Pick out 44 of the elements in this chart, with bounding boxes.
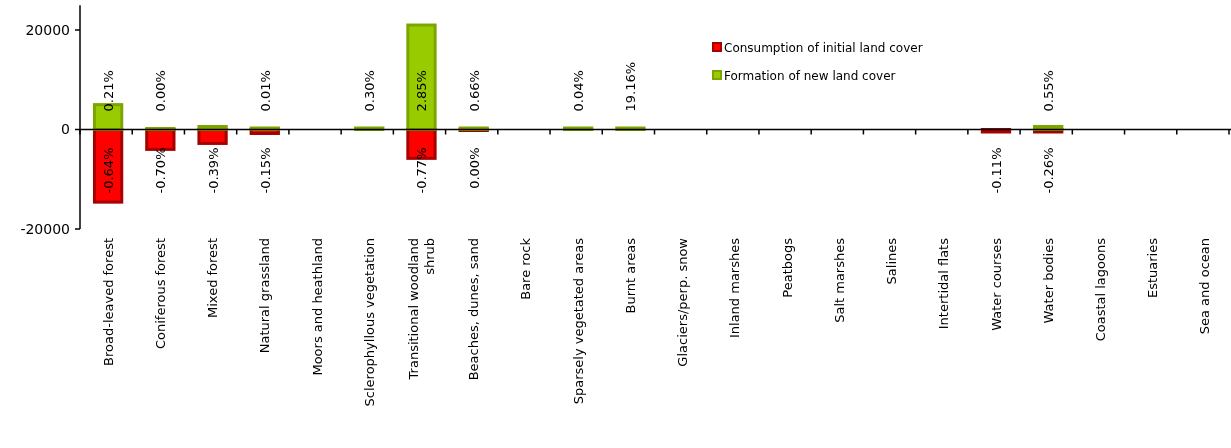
x-tick-label: Moors and heathland	[309, 238, 325, 376]
annotation: 19.16%	[623, 61, 639, 112]
annotation: -0.39%	[205, 147, 221, 194]
x-tick-label: Water courses	[988, 237, 1004, 331]
legend-label: Consumption of initial land cover	[724, 41, 923, 56]
annotation: 0.04%	[571, 70, 587, 112]
x-tick-label: Sparsely vegetated areas	[570, 237, 586, 405]
x-tick-label: Salines	[884, 237, 900, 285]
x-tick-label: Inland marshes	[727, 237, 743, 339]
x-tick-label: Sea and ocean	[1197, 238, 1213, 335]
annotation: 0.21%	[101, 70, 117, 112]
x-tick-label: Intertidal flats	[936, 237, 952, 330]
x-tick-label: Water bodies	[1040, 237, 1056, 324]
annotation: -0.64%	[101, 147, 117, 194]
x-tick-label: Coniferous forest	[152, 238, 168, 350]
annotation: 0.00%	[153, 70, 169, 112]
y-tick-label: 20000	[25, 21, 70, 38]
x-tick-label: Glaciers/perp. snow	[675, 237, 691, 367]
x-tick-label: Natural grassland	[257, 238, 273, 354]
annotation: 0.66%	[466, 70, 482, 112]
annotation: -0.70%	[153, 147, 169, 194]
x-tick-label: Peatbogs	[779, 237, 795, 298]
annotation: 0.00%	[466, 147, 482, 189]
annotation: 2.85%	[414, 70, 430, 112]
x-tick-label: Broad-leaved forest	[100, 238, 116, 366]
annotation: -0.15%	[257, 147, 273, 194]
legend-label: Formation of new land cover	[724, 69, 896, 84]
x-tick-label: Bare rock	[518, 237, 534, 300]
annotation: 0.01%	[257, 70, 273, 112]
x-tick-label: Estuaries	[1145, 237, 1161, 299]
x-tick-label: Sclerophyllous vegetation	[361, 238, 377, 407]
annotation: -0.77%	[414, 147, 430, 194]
x-tick-label: Burnt areas	[622, 237, 638, 314]
y-tick-label: 0	[61, 121, 70, 138]
annotation: -0.26%	[1041, 147, 1057, 194]
annotation: 0.55%	[1041, 70, 1057, 112]
y-tick-label: -20000	[20, 220, 70, 237]
x-tick-label: Mixed forest	[205, 238, 221, 318]
x-tick-label: Coastal lagoons	[1092, 237, 1108, 342]
x-tick-label: Transitional woodland shrub	[406, 238, 437, 381]
x-tick-label: Beaches, dunes, sand	[466, 238, 482, 381]
annotation: 0.30%	[362, 70, 378, 112]
x-tick-label: Salt marshes	[831, 237, 847, 323]
annotation: -0.11%	[988, 147, 1004, 194]
